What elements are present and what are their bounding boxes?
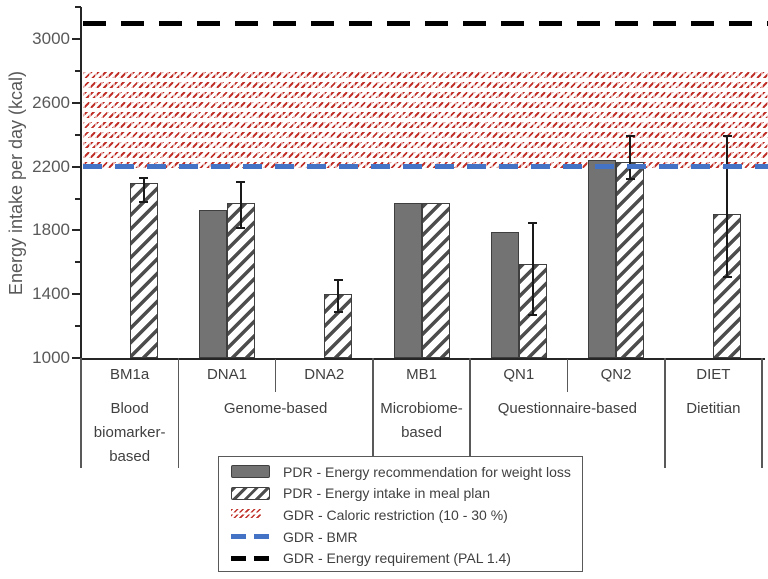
- error-bar-DNA2-line: [337, 279, 340, 312]
- hatched-swatch-icon: [231, 486, 270, 500]
- category-label-QN2: QN2: [600, 366, 632, 383]
- y-tick-minor: [75, 69, 81, 72]
- category-label-MB1: MB1: [406, 366, 437, 383]
- refline-energy-requirement: [83, 20, 768, 26]
- y-tick-major: [72, 229, 81, 232]
- group-separator: [177, 358, 179, 468]
- caloric-restriction-band: [83, 72, 768, 172]
- group-label-blood-biomarker-based: Blood biomarker-based: [93, 400, 166, 465]
- y-tick-minor: [75, 325, 81, 328]
- bar-QN2-recommendation: [588, 160, 617, 358]
- x-axis-line: [80, 358, 765, 360]
- error-bar-DNA2-cap-top: [333, 278, 343, 281]
- y-tick-minor: [75, 6, 81, 8]
- bar-DNA1-meal-plan: [226, 203, 255, 358]
- y-tick-major: [72, 101, 81, 104]
- legend-swatch-wrap: [231, 465, 283, 479]
- error-bar-QN1-line: [531, 223, 534, 315]
- legend-item: GDR - Energy requirement (PAL 1.4): [231, 548, 582, 569]
- legend-swatch-wrap: [231, 486, 283, 500]
- y-tick-major: [72, 357, 81, 359]
- category-separator: [274, 359, 277, 392]
- error-bar-DIET-cap-bottom: [722, 276, 732, 279]
- category-separator: [566, 359, 569, 392]
- y-tick-minor: [75, 197, 81, 200]
- category-label-DNA1: DNA1: [206, 366, 247, 383]
- y-tick-label-3000: 3000: [32, 28, 70, 48]
- legend-swatch-wrap: [231, 555, 283, 561]
- error-bar-QN2-line: [629, 136, 632, 179]
- group-separator: [761, 358, 763, 468]
- bar-BM1a-meal-plan: [129, 182, 158, 358]
- category-label-BM1a: BM1a: [110, 366, 150, 383]
- group-separator: [80, 358, 82, 468]
- error-bar-QN2-cap-bottom: [625, 177, 635, 180]
- error-bar-DNA1-cap-top: [236, 180, 246, 183]
- error-bar-QN1-cap-top: [528, 222, 538, 225]
- legend-item: GDR - Caloric restriction (10 - 30 %): [231, 504, 582, 525]
- bar-DNA1-recommendation: [198, 209, 227, 358]
- error-bar-DIET-cap-top: [722, 135, 732, 138]
- legend-item: PDR - Energy intake in meal plan: [231, 483, 582, 504]
- group-label-dietitian: Dietitian: [686, 400, 741, 417]
- error-bar-DNA1-cap-bottom: [236, 227, 246, 229]
- group-separator: [469, 358, 471, 468]
- error-bar-DNA2-cap-bottom: [333, 310, 343, 313]
- legend-swatch-wrap: [231, 509, 283, 521]
- y-tick-major: [72, 293, 81, 296]
- group-label-microbiome-based: Microbiome-based: [380, 400, 463, 441]
- black-dash-swatch-icon: [231, 555, 269, 561]
- y-tick-label-1000: 1000: [32, 348, 70, 367]
- legend-box: PDR - Energy recommendation for weight l…: [218, 456, 583, 572]
- legend-label: GDR - BMR: [283, 528, 358, 545]
- refline-bmr: [83, 164, 768, 169]
- legend-label: PDR - Energy intake in meal plan: [283, 485, 490, 502]
- bar-MB1-meal-plan: [421, 203, 450, 358]
- legend-item: PDR - Energy recommendation for weight l…: [231, 461, 582, 482]
- error-bar-BM1a-cap-bottom: [139, 200, 149, 203]
- group-label-genome-based: Genome-based: [223, 400, 328, 417]
- solid-swatch-icon: [231, 465, 270, 479]
- category-label-QN1: QN1: [503, 366, 535, 383]
- y-tick-minor: [75, 133, 81, 136]
- error-bar-DIET-line: [726, 136, 729, 278]
- legend-label: GDR - Caloric restriction (10 - 30 %): [283, 506, 508, 523]
- y-tick-label-1800: 1800: [32, 220, 70, 240]
- legend-label: PDR - Energy recommendation for weight l…: [283, 463, 571, 480]
- group-label-questionnaire-based: Questionnaire-based: [497, 400, 638, 417]
- y-tick-major: [72, 37, 81, 40]
- bar-QN1-recommendation: [490, 232, 519, 358]
- group-separator: [372, 358, 374, 468]
- group-separator: [664, 358, 666, 468]
- y-tick-label-1400: 1400: [32, 284, 70, 304]
- bar-QN2-meal-plan: [616, 161, 645, 358]
- bar-MB1-recommendation: [393, 203, 422, 358]
- category-label-DIET: DIET: [696, 366, 731, 383]
- blue-dash-swatch-icon: [231, 534, 269, 540]
- category-label-DNA2: DNA2: [304, 366, 345, 383]
- error-bar-QN1-cap-bottom: [528, 313, 538, 316]
- y-tick-major: [72, 165, 81, 168]
- error-bar-DNA1-line: [239, 181, 242, 228]
- error-bar-BM1a-cap-top: [139, 176, 149, 179]
- legend-label: GDR - Energy requirement (PAL 1.4): [283, 550, 511, 567]
- error-bar-BM1a-line: [142, 177, 145, 202]
- legend-item: GDR - BMR: [231, 526, 582, 547]
- legend-swatch-wrap: [231, 534, 283, 540]
- y-tick-minor: [75, 261, 81, 264]
- error-bar-QN2-cap-top: [625, 135, 635, 138]
- y-tick-label-2200: 2200: [32, 156, 70, 176]
- y-tick-label-2600: 2600: [32, 92, 70, 112]
- red-hatch-swatch-icon: [231, 509, 261, 521]
- y-axis-line: [80, 7, 82, 360]
